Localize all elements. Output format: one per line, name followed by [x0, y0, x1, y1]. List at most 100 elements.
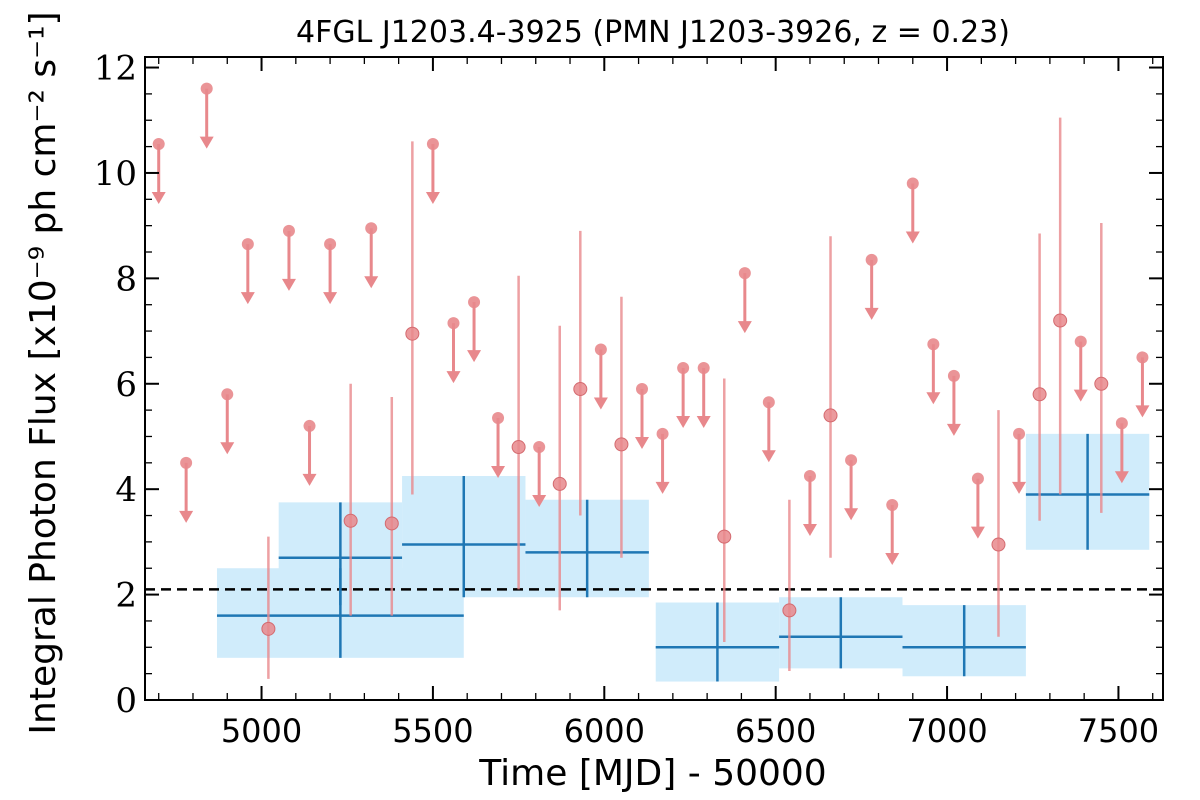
- upper-limit-point: [1013, 427, 1026, 440]
- upper-limit-arrowhead: [696, 415, 711, 428]
- upper-limit-arrowhead: [467, 350, 482, 363]
- upper-limit-arrowhead: [532, 495, 547, 508]
- upper-limit-point: [865, 253, 878, 266]
- upper-limit-point: [636, 383, 649, 396]
- upper-limit-point: [241, 238, 254, 251]
- detection-point: [343, 513, 358, 528]
- upper-limit-point: [365, 222, 378, 235]
- upper-limit-arrowhead: [199, 136, 214, 149]
- upper-limit-arrowhead: [946, 423, 961, 436]
- upper-limit-points: [151, 82, 1150, 565]
- upper-limit-arrowhead: [1073, 389, 1088, 402]
- upper-limit-point: [468, 296, 481, 309]
- upper-limit-point: [1115, 417, 1128, 430]
- upper-limit-point: [282, 224, 295, 237]
- x-tick-label: 6500: [735, 712, 816, 750]
- upper-limit-arrowhead: [864, 307, 879, 320]
- detection-point: [552, 476, 567, 491]
- detection-point: [782, 603, 797, 618]
- upper-limit-arrowhead: [885, 552, 900, 565]
- upper-limit-arrowhead: [240, 292, 255, 305]
- upper-limit-point: [845, 454, 858, 467]
- upper-limit-point: [947, 369, 960, 382]
- detection-point: [384, 516, 399, 531]
- upper-limit-point: [677, 361, 690, 374]
- upper-limit-point: [426, 137, 439, 150]
- x-axis-title: Time [MJD] - 50000: [478, 753, 826, 794]
- x-tick-label: 7500: [1078, 712, 1159, 750]
- upper-limit-point: [656, 427, 669, 440]
- upper-limit-point: [200, 82, 213, 95]
- upper-limit-arrowhead: [676, 415, 691, 428]
- x-tick-label: 7000: [906, 712, 987, 750]
- y-tick-label: 4: [115, 470, 137, 510]
- upper-limit-point: [1136, 351, 1149, 364]
- upper-limit-arrowhead: [844, 508, 859, 521]
- upper-limit-point: [738, 267, 751, 280]
- upper-limit-arrowhead: [323, 292, 338, 305]
- y-axis-title: Integral Photon Flux [x10⁻⁹ ph cm⁻² s⁻¹]: [23, 11, 64, 734]
- upper-limit-point: [762, 396, 775, 409]
- upper-limit-point: [971, 472, 984, 485]
- upper-limit-point: [697, 361, 710, 374]
- upper-limit-arrowhead: [1012, 481, 1027, 494]
- upper-limit-arrowhead: [446, 371, 461, 384]
- upper-limit-arrowhead: [926, 392, 941, 405]
- upper-limit-arrowhead: [737, 321, 752, 334]
- upper-limit-arrowhead: [635, 437, 650, 450]
- upper-limit-arrowhead: [655, 481, 670, 494]
- upper-limit-point: [803, 470, 816, 483]
- upper-limit-arrowhead: [364, 276, 379, 289]
- detection-point: [614, 437, 629, 452]
- detection-point: [261, 621, 276, 636]
- upper-limit-arrowhead: [302, 473, 317, 486]
- x-tick-label: 5500: [392, 712, 473, 750]
- y-tick-label: 12: [94, 49, 137, 89]
- x-tick-label: 6000: [564, 712, 645, 750]
- upper-limit-arrowhead: [179, 510, 194, 523]
- detection-points: [261, 117, 1109, 679]
- upper-limit-point: [152, 137, 165, 150]
- upper-limit-arrowhead: [220, 442, 235, 455]
- chart-title: 4FGL J1203.4-3925 (PMN J1203-3926, z = 0…: [296, 15, 1010, 50]
- upper-limit-point: [594, 343, 607, 356]
- binned-flux-points: [216, 433, 1150, 682]
- upper-limit-point: [886, 498, 899, 511]
- upper-limit-arrowhead: [425, 191, 440, 204]
- detection-point: [1053, 313, 1068, 328]
- upper-limit-arrowhead: [281, 278, 296, 291]
- upper-limit-point: [447, 317, 460, 330]
- y-tick-label: 10: [94, 154, 137, 194]
- detection-point: [573, 382, 588, 397]
- y-tick-label: 6: [115, 365, 137, 405]
- upper-limit-arrowhead: [761, 450, 776, 463]
- upper-limit-point: [303, 419, 316, 432]
- upper-limit-point: [927, 338, 940, 351]
- upper-limit-arrowhead: [1114, 471, 1129, 484]
- upper-limit-arrowhead: [905, 231, 920, 244]
- upper-limit-arrowhead: [151, 191, 166, 204]
- detection-point: [405, 326, 420, 341]
- detection-point: [991, 537, 1006, 552]
- upper-limit-point: [324, 238, 337, 251]
- x-tick-label: 5000: [221, 712, 302, 750]
- detection-point: [823, 408, 838, 423]
- plot-frame: [144, 56, 1164, 701]
- axis-tick-labels: 5000 5500 6000 6500 7000 7500 0 2 4 6 8 10 12: [94, 49, 1159, 750]
- upper-limit-point: [1074, 335, 1087, 348]
- upper-limit-arrowhead: [491, 466, 506, 479]
- upper-limit-point: [492, 412, 505, 425]
- upper-limit-point: [906, 177, 919, 190]
- y-tick-label: 2: [115, 576, 137, 616]
- y-tick-label: 8: [115, 259, 137, 299]
- upper-limit-arrowhead: [970, 526, 985, 539]
- upper-limit-point: [180, 456, 193, 469]
- upper-limit-arrowhead: [1135, 405, 1150, 418]
- detection-point: [511, 440, 526, 455]
- detection-point: [1094, 376, 1109, 391]
- y-tick-label: 0: [115, 681, 137, 721]
- upper-limit-arrowhead: [802, 524, 817, 537]
- detection-point: [717, 529, 732, 544]
- upper-limit-point: [533, 441, 546, 454]
